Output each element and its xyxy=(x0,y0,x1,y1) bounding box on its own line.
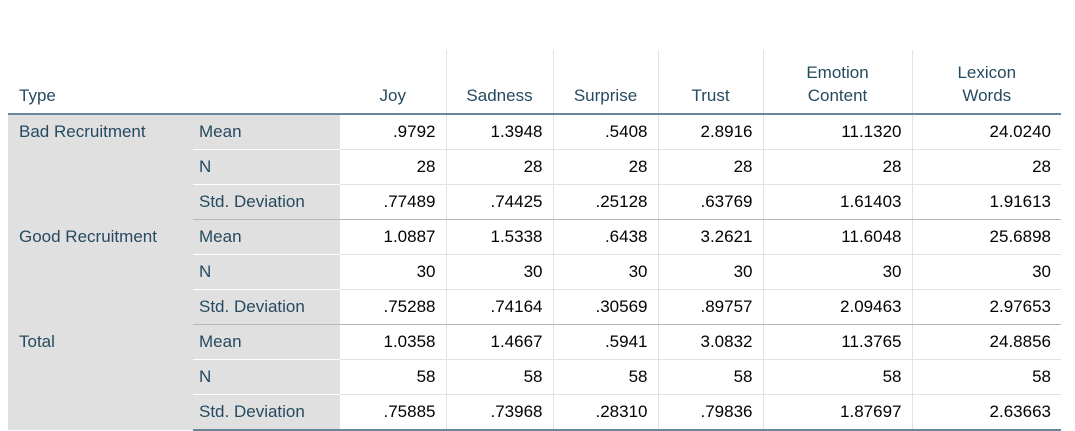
table-cell: 30 xyxy=(445,254,553,290)
table-row: N 58 58 58 58 58 58 xyxy=(8,359,1061,395)
statistic-label: Mean xyxy=(193,114,340,150)
table-cell: .25128 xyxy=(552,184,658,220)
table-cell: .74164 xyxy=(445,289,553,325)
statistic-label: N xyxy=(193,254,340,290)
table-row: Std. Deviation .75288.74164.30569.89757 2.… xyxy=(8,289,1061,325)
table-row: Good Recruitment Mean 1.0887 1.5338.6438 3.2… xyxy=(8,219,1061,325)
table-cell: 24.8856 xyxy=(911,324,1061,360)
statistic-label: Mean xyxy=(193,324,340,360)
table-row: Total Mean 1.0358 1.4667.5941 3.0832 11.3765 2… xyxy=(8,324,1061,430)
table-cell: 1.61403 xyxy=(762,184,912,220)
table-cell: 58 xyxy=(657,359,763,395)
table-cell: 28 xyxy=(445,149,553,185)
table-cell: 58 xyxy=(911,359,1061,395)
table-cell: .75288 xyxy=(340,289,446,325)
table-body: Bad Recruitment Mean .9792 1.3948.5408 2.891… xyxy=(8,114,1061,431)
descriptive-statistics-table: Type Joy Sadness Surprise Trust Emotion C… xyxy=(8,50,1061,431)
column-header-lexicon-words: Lexicon Words xyxy=(911,50,1061,115)
table-row: Bad Recruitment Mean .9792 1.3948.5408 2.891… xyxy=(8,114,1061,220)
table-cell: 28 xyxy=(340,149,446,185)
table-cell: 2.63663 xyxy=(911,394,1061,431)
table-cell: .73968 xyxy=(445,394,553,431)
statistic-label: N xyxy=(193,359,340,395)
table-cell: 30 xyxy=(552,254,658,290)
column-header-emotion-content: Emotion Content xyxy=(762,50,912,115)
statistic-label: Std. Deviation xyxy=(193,289,340,325)
group-label: Good Recruitment xyxy=(8,219,193,325)
table-cell: 1.87697 xyxy=(762,394,912,431)
table-cell: 24.0240 xyxy=(911,114,1061,150)
table-cell: 30 xyxy=(657,254,763,290)
table-cell: 30 xyxy=(340,254,446,290)
statistic-label: N xyxy=(193,149,340,185)
table-cell: 58 xyxy=(552,359,658,395)
table-cell: 58 xyxy=(445,359,553,395)
table-row: N 28 28 28 28 28 28 xyxy=(8,149,1061,185)
table-cell: 30 xyxy=(911,254,1061,290)
table-cell: .79836 xyxy=(657,394,763,431)
table-cell: 11.3765 xyxy=(762,324,912,360)
table-cell: 11.1320 xyxy=(762,114,912,150)
table-cell: 3.0832 xyxy=(657,324,763,360)
table-cell: .6438 xyxy=(552,219,658,255)
table-cell: 2.09463 xyxy=(762,289,912,325)
table-cell: 2.97653 xyxy=(911,289,1061,325)
table-cell: .74425 xyxy=(445,184,553,220)
table-cell: .63769 xyxy=(657,184,763,220)
group-label: Total xyxy=(8,324,193,430)
table-cell: 58 xyxy=(762,359,912,395)
table-cell: .77489 xyxy=(340,184,446,220)
group-label: Bad Recruitment xyxy=(8,114,193,220)
statistic-label: Mean xyxy=(193,219,340,255)
table-cell: .75885 xyxy=(340,394,446,431)
table-cell: 1.0887 xyxy=(340,219,446,255)
table-cell: .28310 xyxy=(552,394,658,431)
table-cell: 25.6898 xyxy=(911,219,1061,255)
table-cell: 11.6048 xyxy=(762,219,912,255)
statistic-label: Std. Deviation xyxy=(193,394,340,431)
table-cell: .30569 xyxy=(552,289,658,325)
column-header-surprise: Surprise xyxy=(552,50,658,115)
table-cell: .5408 xyxy=(552,114,658,150)
statistic-label: Std. Deviation xyxy=(193,184,340,220)
table-cell: 28 xyxy=(552,149,658,185)
header-row: Type Joy Sadness Surprise Trust Emotion C… xyxy=(8,50,1061,115)
table-cell: 1.0358 xyxy=(340,324,446,360)
table-cell: 1.5338 xyxy=(445,219,553,255)
table-cell: 28 xyxy=(911,149,1061,185)
table-row: Std. Deviation .75885.73968.28310.79836 1.… xyxy=(8,394,1061,431)
type-column-header: Type xyxy=(8,50,340,115)
table-cell: 28 xyxy=(657,149,763,185)
table-cell: 2.8916 xyxy=(657,114,763,150)
table-cell: 58 xyxy=(340,359,446,395)
table-cell: .9792 xyxy=(340,114,446,150)
table-cell: 1.4667 xyxy=(445,324,553,360)
table-cell: 28 xyxy=(762,149,912,185)
table-cell: 1.91613 xyxy=(911,184,1061,220)
table-cell: 30 xyxy=(762,254,912,290)
table-row: Std. Deviation .77489.74425.25128.63769 1.… xyxy=(8,184,1061,220)
table-cell: 3.2621 xyxy=(657,219,763,255)
column-header-sadness: Sadness xyxy=(445,50,553,115)
column-header-trust: Trust xyxy=(657,50,763,115)
table-row: N 30 30 30 30 30 30 xyxy=(8,254,1061,290)
table-cell: .89757 xyxy=(657,289,763,325)
table-cell: .5941 xyxy=(552,324,658,360)
column-header-joy: Joy xyxy=(340,50,446,115)
table-cell: 1.3948 xyxy=(445,114,553,150)
